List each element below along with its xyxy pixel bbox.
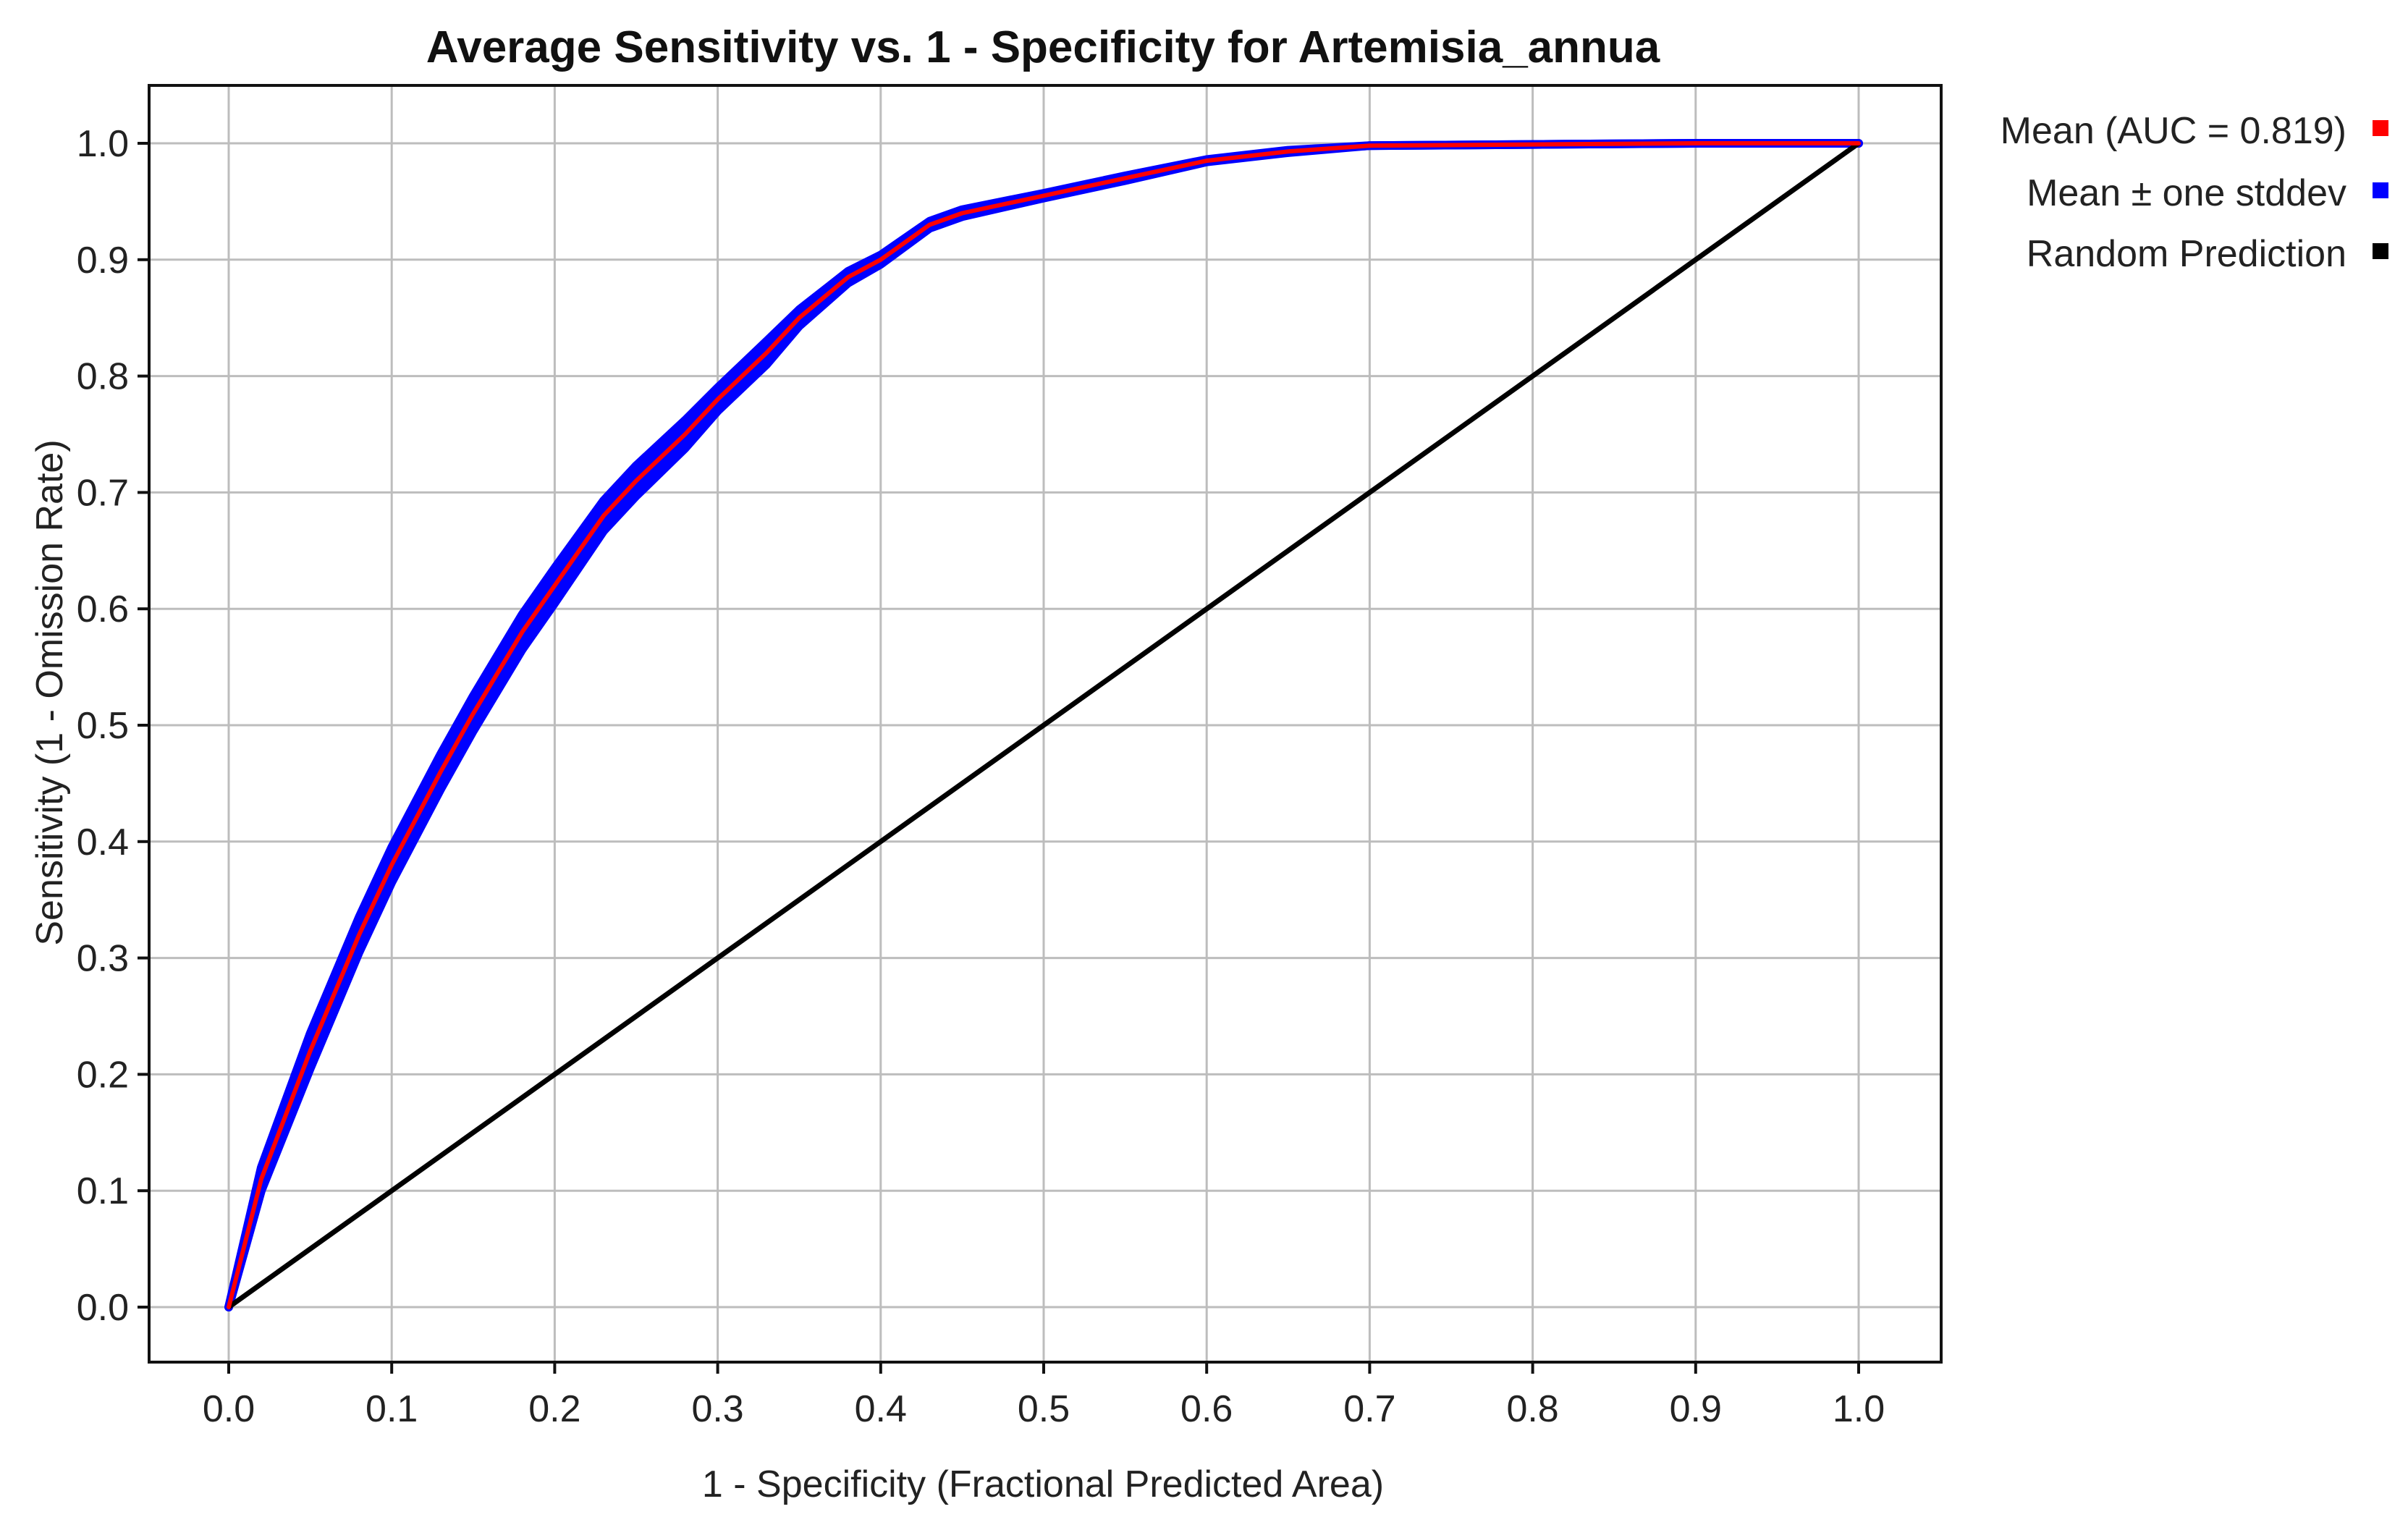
legend-swatch — [2373, 120, 2388, 136]
legend-label: Mean (AUC = 0.819) — [2001, 110, 2346, 152]
x-tick-label: 0.4 — [855, 1388, 907, 1430]
y-tick-label: 0.3 — [77, 938, 129, 980]
y-tick-label: 0.5 — [77, 705, 129, 747]
y-tick-label: 0.7 — [77, 472, 129, 514]
x-tick-label: 0.1 — [366, 1388, 418, 1430]
x-tick-label: 0.5 — [1018, 1388, 1070, 1430]
y-axis-label: Sensitivity (1 - Omission Rate) — [29, 439, 71, 945]
y-tick-label: 1.0 — [77, 123, 129, 165]
legend-swatch — [2373, 182, 2388, 198]
mean-roc-line — [227, 141, 1861, 1309]
x-tick-label: 0.0 — [203, 1388, 255, 1430]
chart-title: Average Sensitivity vs. 1 - Specificity … — [426, 22, 1660, 72]
legend-label: Mean ± one stddev — [2027, 172, 2346, 214]
y-tick-label: 0.1 — [77, 1170, 129, 1212]
x-tick-label: 0.8 — [1506, 1388, 1558, 1430]
data-series — [224, 139, 1863, 1311]
legend-label: Random Prediction — [2027, 233, 2346, 275]
legend-swatch — [2373, 243, 2388, 259]
legend: Mean (AUC = 0.819) Mean ± one stddev Rando… — [2001, 110, 2388, 275]
y-tick-label: 0.2 — [77, 1054, 129, 1096]
y-tick-label: 0.4 — [77, 821, 129, 863]
random-prediction-line — [227, 141, 1861, 1309]
x-tick-label: 0.9 — [1670, 1388, 1722, 1430]
x-tick-label: 0.3 — [691, 1388, 743, 1430]
x-tick-label: 0.7 — [1343, 1388, 1395, 1430]
x-tick-label: 1.0 — [1833, 1388, 1885, 1430]
y-tick-label: 0.6 — [77, 588, 129, 630]
x-tick-label: 0.6 — [1180, 1388, 1233, 1430]
y-tick-label: 0.9 — [77, 240, 129, 282]
y-tick-label: 0.0 — [77, 1287, 129, 1329]
x-axis-label: 1 - Specificity (Fractional Predicted Ar… — [702, 1463, 1384, 1505]
y-tick-label: 0.8 — [77, 356, 129, 398]
x-tick-label: 0.2 — [528, 1388, 580, 1430]
axis-ticks: 0.0 0.1 0.2 0.3 0.4 0.5 0.6 0.7 0.8 0.9 1.0 0.0 0.1 0… — [77, 123, 1885, 1430]
